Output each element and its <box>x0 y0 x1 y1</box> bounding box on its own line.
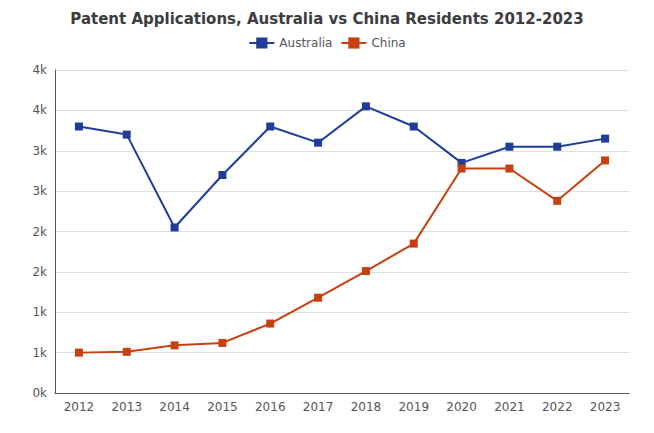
svg-text:2018: 2018 <box>351 400 382 414</box>
svg-text:2020: 2020 <box>446 400 477 414</box>
svg-text:4k: 4k <box>32 63 47 77</box>
svg-text:2022: 2022 <box>542 400 573 414</box>
svg-text:2017: 2017 <box>303 400 334 414</box>
svg-text:1k: 1k <box>32 346 47 360</box>
svg-text:Australia: Australia <box>279 36 332 50</box>
svg-text:3k: 3k <box>32 144 47 158</box>
svg-text:2016: 2016 <box>255 400 286 414</box>
svg-text:2012: 2012 <box>64 400 95 414</box>
svg-text:Patent Applications, Australia: Patent Applications, Australia vs China … <box>70 10 583 28</box>
svg-text:2019: 2019 <box>398 400 429 414</box>
svg-text:3k: 3k <box>32 184 47 198</box>
svg-text:2023: 2023 <box>590 400 621 414</box>
svg-text:2021: 2021 <box>494 400 525 414</box>
svg-text:2014: 2014 <box>159 400 190 414</box>
svg-text:2013: 2013 <box>111 400 142 414</box>
svg-text:0k: 0k <box>32 386 47 400</box>
svg-text:2k: 2k <box>32 225 47 239</box>
svg-text:2015: 2015 <box>207 400 238 414</box>
svg-text:1k: 1k <box>32 305 47 319</box>
svg-text:2k: 2k <box>32 265 47 279</box>
svg-text:4k: 4k <box>32 103 47 117</box>
svg-text:China: China <box>371 36 405 50</box>
